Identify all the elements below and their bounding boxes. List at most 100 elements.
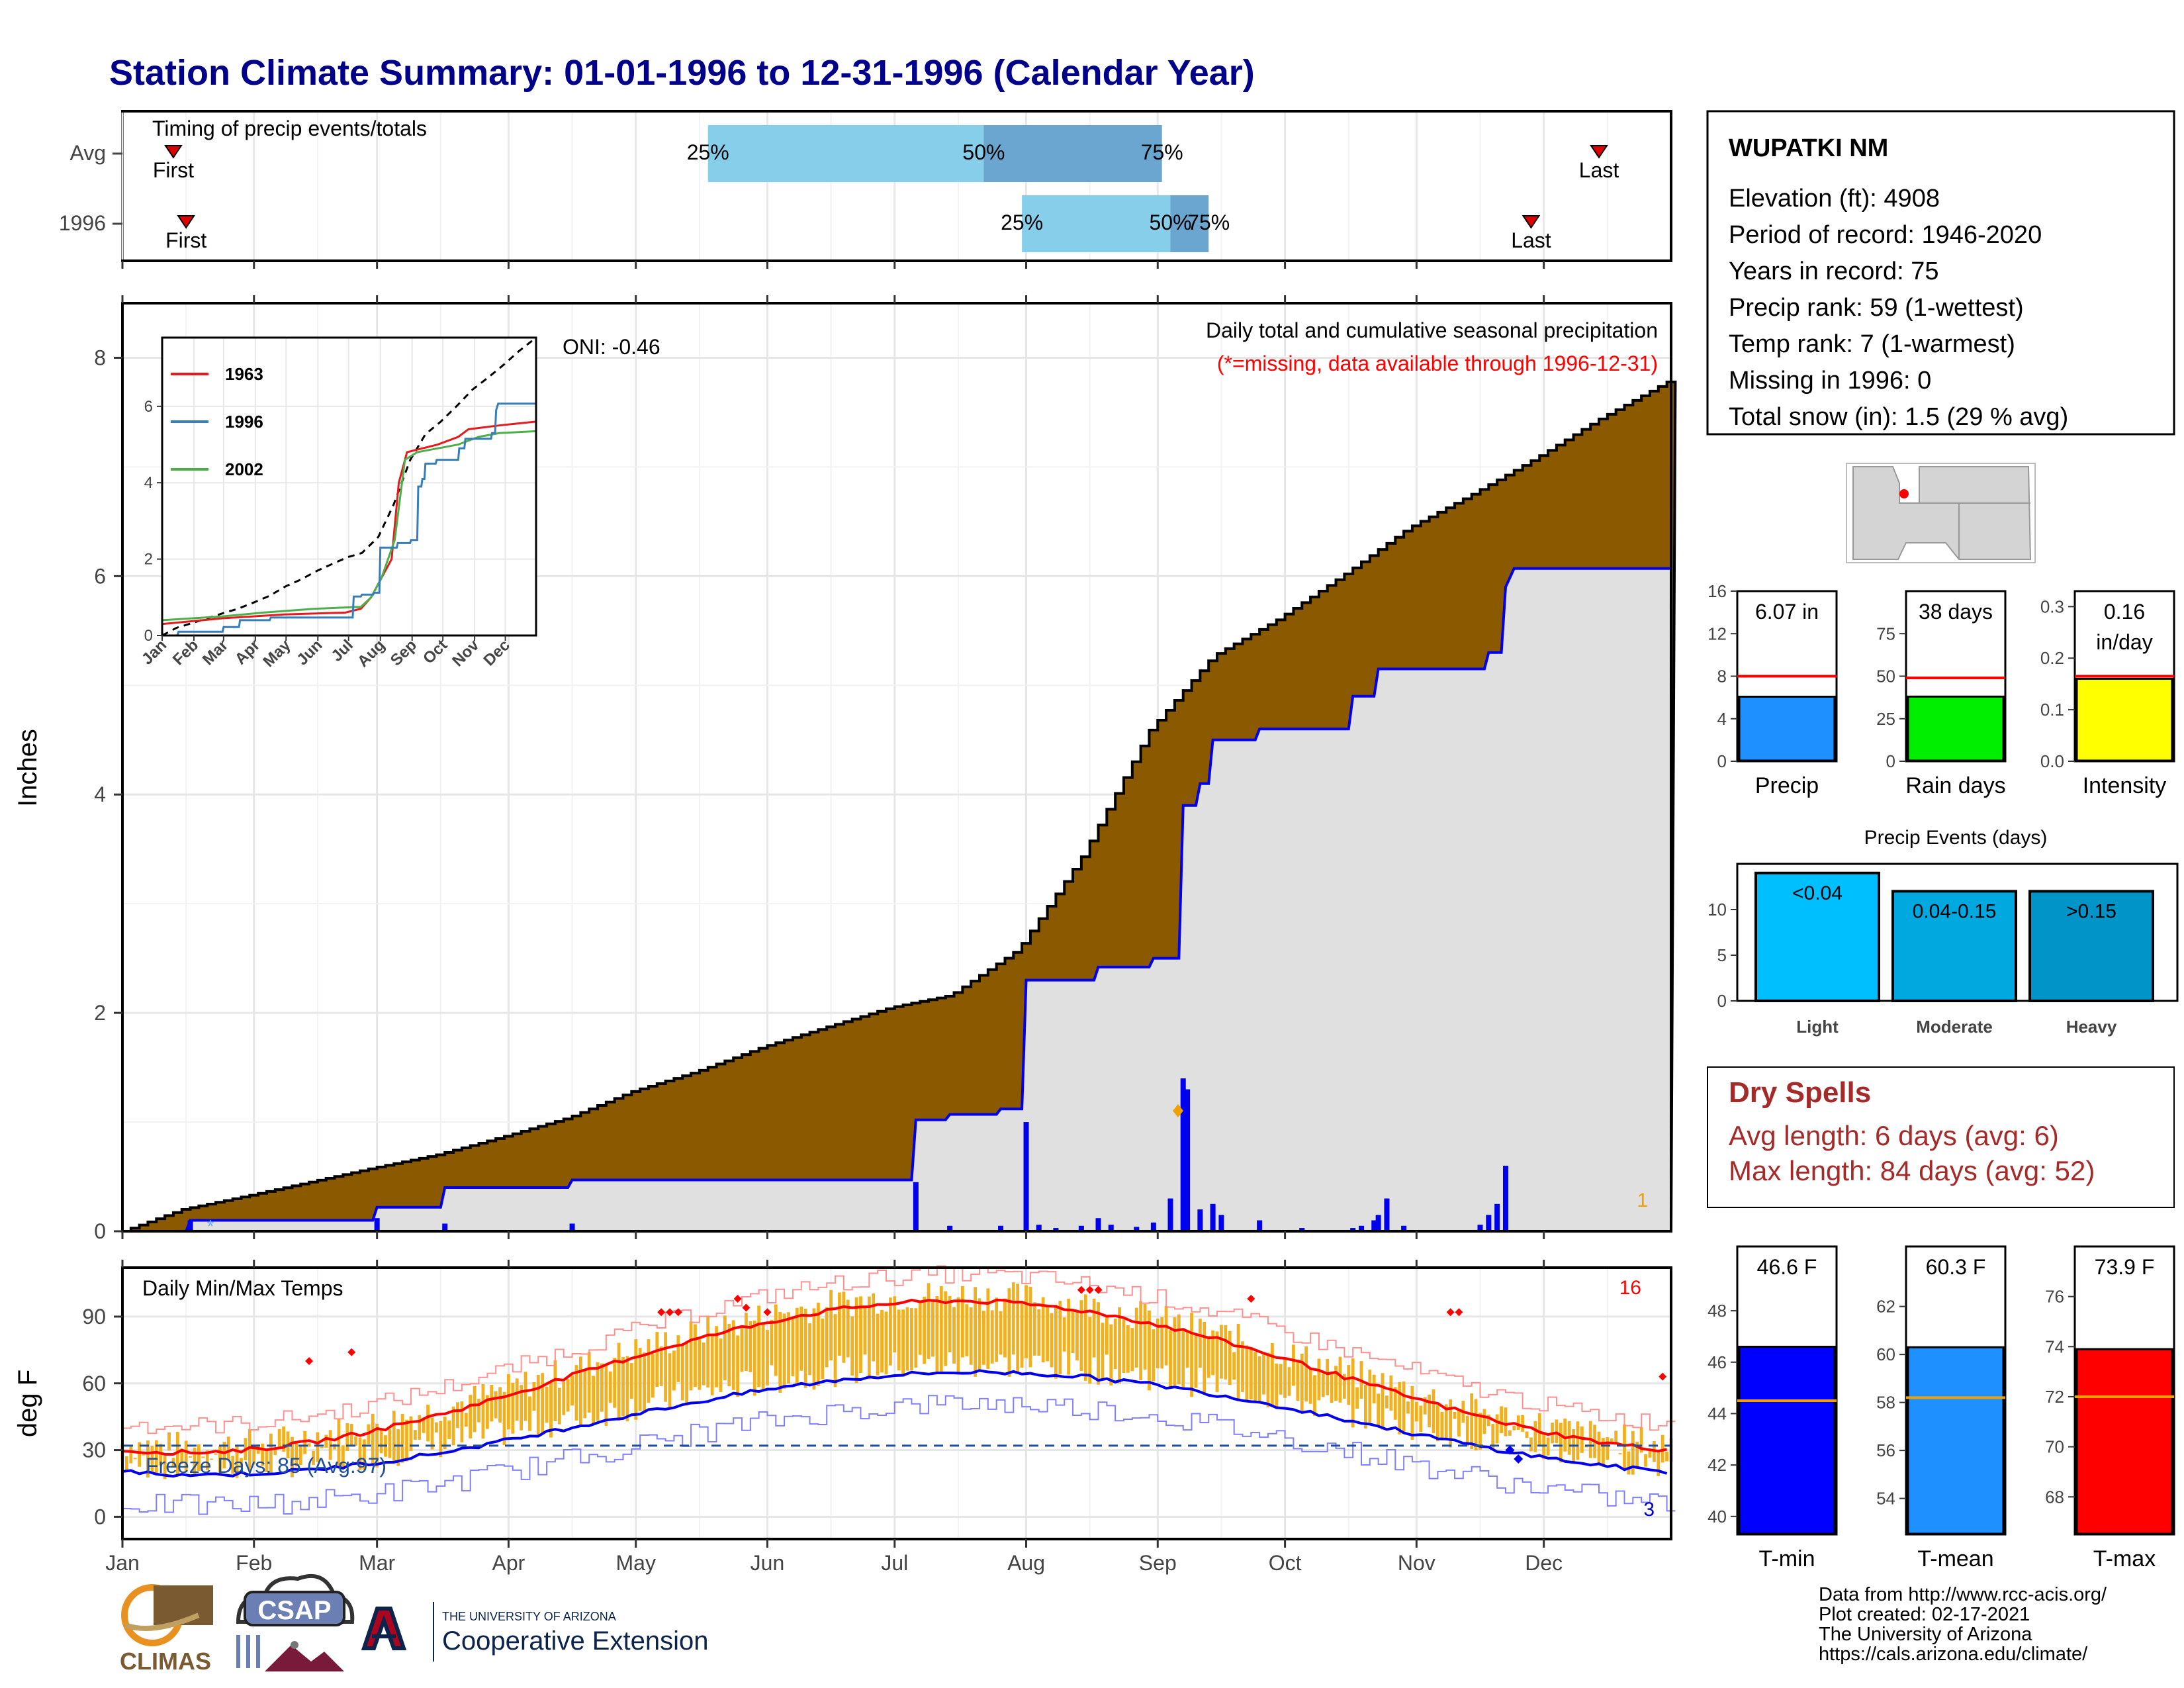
daily-temp-bar — [1062, 1317, 1066, 1352]
daily-temp-bar — [613, 1358, 617, 1408]
daily-temp-bar — [443, 1417, 447, 1450]
daily-temp-bar — [1118, 1307, 1121, 1383]
daily-temp-bar — [1139, 1301, 1143, 1381]
daily-temp-bar — [349, 1423, 353, 1446]
footer-line: Data from http://www.rcc-acis.org/ — [1819, 1584, 2107, 1605]
daily-temp-bar — [490, 1385, 494, 1422]
daily-temp-bar — [189, 1456, 192, 1458]
daily-temp-bar — [451, 1406, 455, 1446]
daily-temp-bar — [523, 1372, 527, 1421]
daily-temp-bar — [956, 1297, 960, 1372]
daily-temp-bar — [150, 1445, 154, 1473]
daily-temp-bar — [1381, 1373, 1385, 1430]
daily-temp-bar — [201, 1456, 205, 1458]
daily-temp-bar — [1347, 1365, 1351, 1405]
daily-temp-bar — [1016, 1284, 1020, 1373]
daily-temp-bar — [528, 1396, 531, 1431]
daily-temp-bar — [218, 1446, 222, 1474]
daily-precip-bar — [1401, 1225, 1407, 1231]
locator-map — [1846, 463, 2036, 563]
daily-temp-bar — [418, 1415, 422, 1440]
month-tick: Apr — [492, 1551, 525, 1575]
daily-temp-bar — [935, 1295, 939, 1372]
daily-temp-bar — [439, 1421, 443, 1458]
timing-row-label: Avg — [69, 141, 106, 165]
events-category: Light — [1796, 1017, 1839, 1037]
daily-temp-bar — [659, 1346, 663, 1386]
bar-ytick: 0.3 — [2040, 596, 2064, 616]
daily-temp-bar — [668, 1353, 672, 1407]
record-high-marker-icon — [1446, 1308, 1455, 1317]
daily-temp-bar — [1143, 1303, 1147, 1370]
bar-value-label: 60.3 F — [1926, 1255, 1986, 1279]
daily-temp-bar — [409, 1416, 413, 1452]
daily-precip-bar — [1180, 1078, 1186, 1231]
daily-temp-bar — [549, 1382, 553, 1438]
daily-temp-bar — [676, 1335, 680, 1382]
daily-temp-bar — [1075, 1311, 1079, 1361]
timing-p50: 50% — [1149, 211, 1191, 234]
precip-corner-count: 1 — [1637, 1190, 1648, 1211]
daily-temp-bar — [1181, 1328, 1185, 1388]
station-name: WUPATKI NM — [1729, 134, 1888, 162]
daily-temp-bar — [1525, 1431, 1529, 1438]
daily-temp-bar — [672, 1350, 676, 1391]
hot-days-count: 16 — [1619, 1277, 1641, 1299]
daily-temp-bar — [812, 1308, 816, 1390]
record-high-marker-icon — [742, 1303, 751, 1312]
daily-temp-bar — [745, 1313, 748, 1372]
daily-temp-bar — [990, 1310, 994, 1364]
bar-ytick: 0 — [1886, 751, 1895, 771]
freeze-days: Freeze Days: 85 (Avg:97) — [146, 1454, 387, 1477]
daily-temp-bar — [1152, 1329, 1156, 1382]
daily-temp-bar — [757, 1305, 761, 1387]
daily-temp-bar — [778, 1312, 782, 1393]
daily-precip-bar — [1210, 1203, 1216, 1231]
summary-bar-chart: 54 56 58 60 62 T-mean 60.3 F — [1876, 1245, 2007, 1571]
daily-temp-bar — [494, 1391, 498, 1419]
timing-row-label: 1996 — [59, 211, 106, 235]
summary-bar-chart: 0 4 8 12 16 Precip 6.07 in — [1707, 581, 1838, 798]
record-high-marker-icon — [1077, 1286, 1085, 1294]
dry-spells-box: Dry Spells Avg length: 6 days (avg: 6) M… — [1707, 1066, 2175, 1208]
daily-temp-bar — [379, 1429, 383, 1454]
month-tick: Jul — [881, 1551, 908, 1575]
daily-temp-bar — [587, 1352, 591, 1413]
bar-ytick: 0.2 — [2040, 648, 2064, 668]
daily-temp-bar — [1003, 1298, 1007, 1358]
timing-p25: 25% — [1001, 211, 1043, 234]
daily-temp-bar — [1428, 1394, 1431, 1428]
bar-ytick: 40 — [1707, 1507, 1727, 1526]
daily-temp-bar — [1635, 1441, 1639, 1467]
inset-legend-label: 1996 — [225, 412, 263, 432]
daily-temp-bar — [1041, 1297, 1045, 1362]
daily-temp-bar — [1584, 1446, 1588, 1448]
daily-precip-bar — [187, 1220, 193, 1231]
daily-temp-bar — [269, 1433, 273, 1476]
bar-ytick: 42 — [1707, 1455, 1727, 1475]
daily-temp-bar — [944, 1291, 948, 1366]
bar-ytick: 60 — [1876, 1344, 1895, 1364]
daily-temp-bar — [541, 1373, 545, 1435]
daily-temp-bar — [184, 1440, 188, 1473]
daily-temp-bar — [553, 1360, 557, 1422]
daily-temp-bar — [1058, 1301, 1062, 1375]
daily-temp-bar — [578, 1356, 582, 1427]
daily-temp-bar — [689, 1321, 693, 1391]
daily-temp-bar — [1470, 1393, 1474, 1449]
daily-temp-bar — [995, 1297, 999, 1362]
daily-temp-bar — [1109, 1324, 1113, 1386]
daily-temp-bar — [1474, 1399, 1478, 1450]
daily-temp-bar — [316, 1432, 320, 1462]
station-info-line: Period of record: 1946-2020 — [1729, 221, 2042, 249]
daily-temp-bar — [125, 1456, 128, 1472]
daily-temp-bar — [787, 1312, 790, 1384]
daily-temp-bar — [694, 1324, 697, 1387]
timing-marker-label: Last — [1579, 158, 1619, 182]
bar-ytick: 72 — [2045, 1387, 2064, 1407]
daily-temp-bar — [583, 1370, 587, 1419]
daily-temp-bar — [880, 1309, 884, 1373]
daily-precip-bar — [1299, 1228, 1305, 1231]
daily-temp-bar — [1351, 1358, 1355, 1428]
